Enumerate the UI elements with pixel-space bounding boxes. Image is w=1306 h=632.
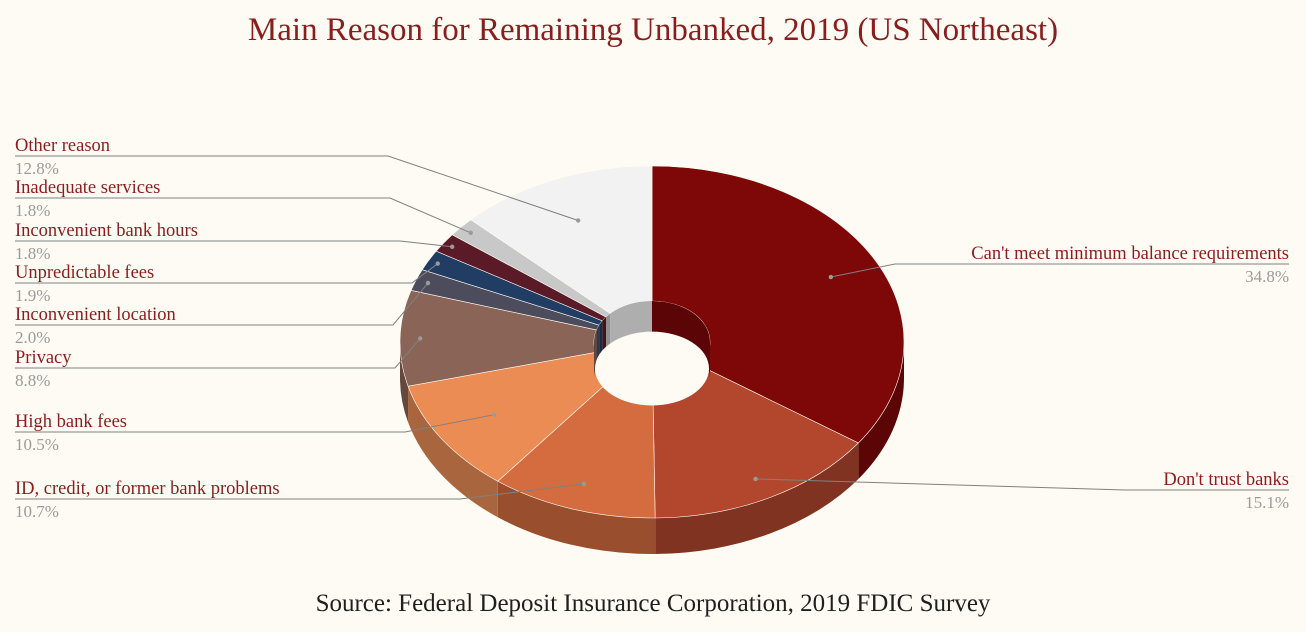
chart-source: Source: Federal Deposit Insurance Corpor…: [315, 590, 991, 617]
slice-label-9: Other reason: [15, 136, 110, 156]
slice-labels: Can't meet minimum balance requirements 3…: [15, 136, 1289, 521]
donut-side-walls: [400, 342, 904, 555]
leader-dot-1: [753, 476, 758, 482]
leader-line-2: [15, 483, 585, 500]
slice-value-1: 15.1%: [1245, 493, 1289, 512]
hole-wall-6: [599, 320, 603, 362]
slice-value-9: 12.8%: [15, 159, 59, 178]
leader-line-5: [15, 282, 429, 326]
slice-label-4: Privacy: [15, 348, 72, 368]
leader-line-6: [15, 263, 439, 284]
leader-dot-3: [492, 412, 497, 417]
slice-value-3: 10.5%: [15, 435, 59, 454]
hole-floor: [595, 331, 709, 406]
leader-line-1: [755, 478, 1289, 491]
side-wall-2: [497, 481, 656, 555]
leader-dot-4: [418, 336, 423, 341]
leader-dot-8: [468, 230, 473, 235]
hole-wall-7: [602, 317, 607, 357]
slice-value-4: 8.8%: [15, 371, 50, 390]
leader-line-0: [830, 263, 1289, 278]
leader-dot-2: [581, 481, 587, 487]
leader-dot-5: [425, 280, 431, 286]
slice-label-3: High bank fees: [15, 412, 127, 432]
slice-value-2: 10.7%: [15, 502, 59, 521]
leader-line-3: [15, 414, 495, 433]
leader-dot-9: [575, 218, 581, 223]
slice-label-6: Unpredictable fees: [15, 263, 154, 283]
leader-dot-7: [449, 244, 455, 249]
slice-label-2: ID, credit, or former bank problems: [15, 479, 280, 499]
slice-label-5: Inconvenient location: [15, 305, 176, 325]
leader-line-8: [15, 197, 471, 234]
slice-label-7: Inconvenient bank hours: [15, 221, 198, 241]
hole-wall-8: [606, 313, 611, 354]
slice-value-5: 2.0%: [15, 328, 50, 347]
slice-label-8: Inadequate services: [15, 178, 160, 198]
slice-value-7: 1.8%: [15, 244, 50, 263]
donut-hole: [594, 301, 710, 406]
leader-line-9: [15, 155, 579, 221]
slice-value-8: 1.8%: [15, 201, 50, 220]
leader-dot-6: [435, 261, 440, 266]
slice-label-1: Don't trust banks: [1163, 470, 1289, 490]
leader-dot-0: [828, 274, 834, 280]
leader-line-4: [15, 338, 421, 369]
slice-value-0: 34.8%: [1245, 267, 1289, 286]
leader-line-7: [15, 240, 453, 248]
side-wall-3: [408, 386, 498, 518]
side-wall-4: [400, 342, 409, 423]
chart-title: Main Reason for Remaining Unbanked, 2019…: [247, 12, 1059, 48]
side-wall-0: [858, 342, 904, 480]
hole-wall-5: [596, 325, 600, 366]
side-wall-1: [655, 443, 859, 554]
slice-label-0: Can't meet minimum balance requirements: [971, 244, 1289, 264]
slice-value-6: 1.9%: [15, 286, 50, 305]
